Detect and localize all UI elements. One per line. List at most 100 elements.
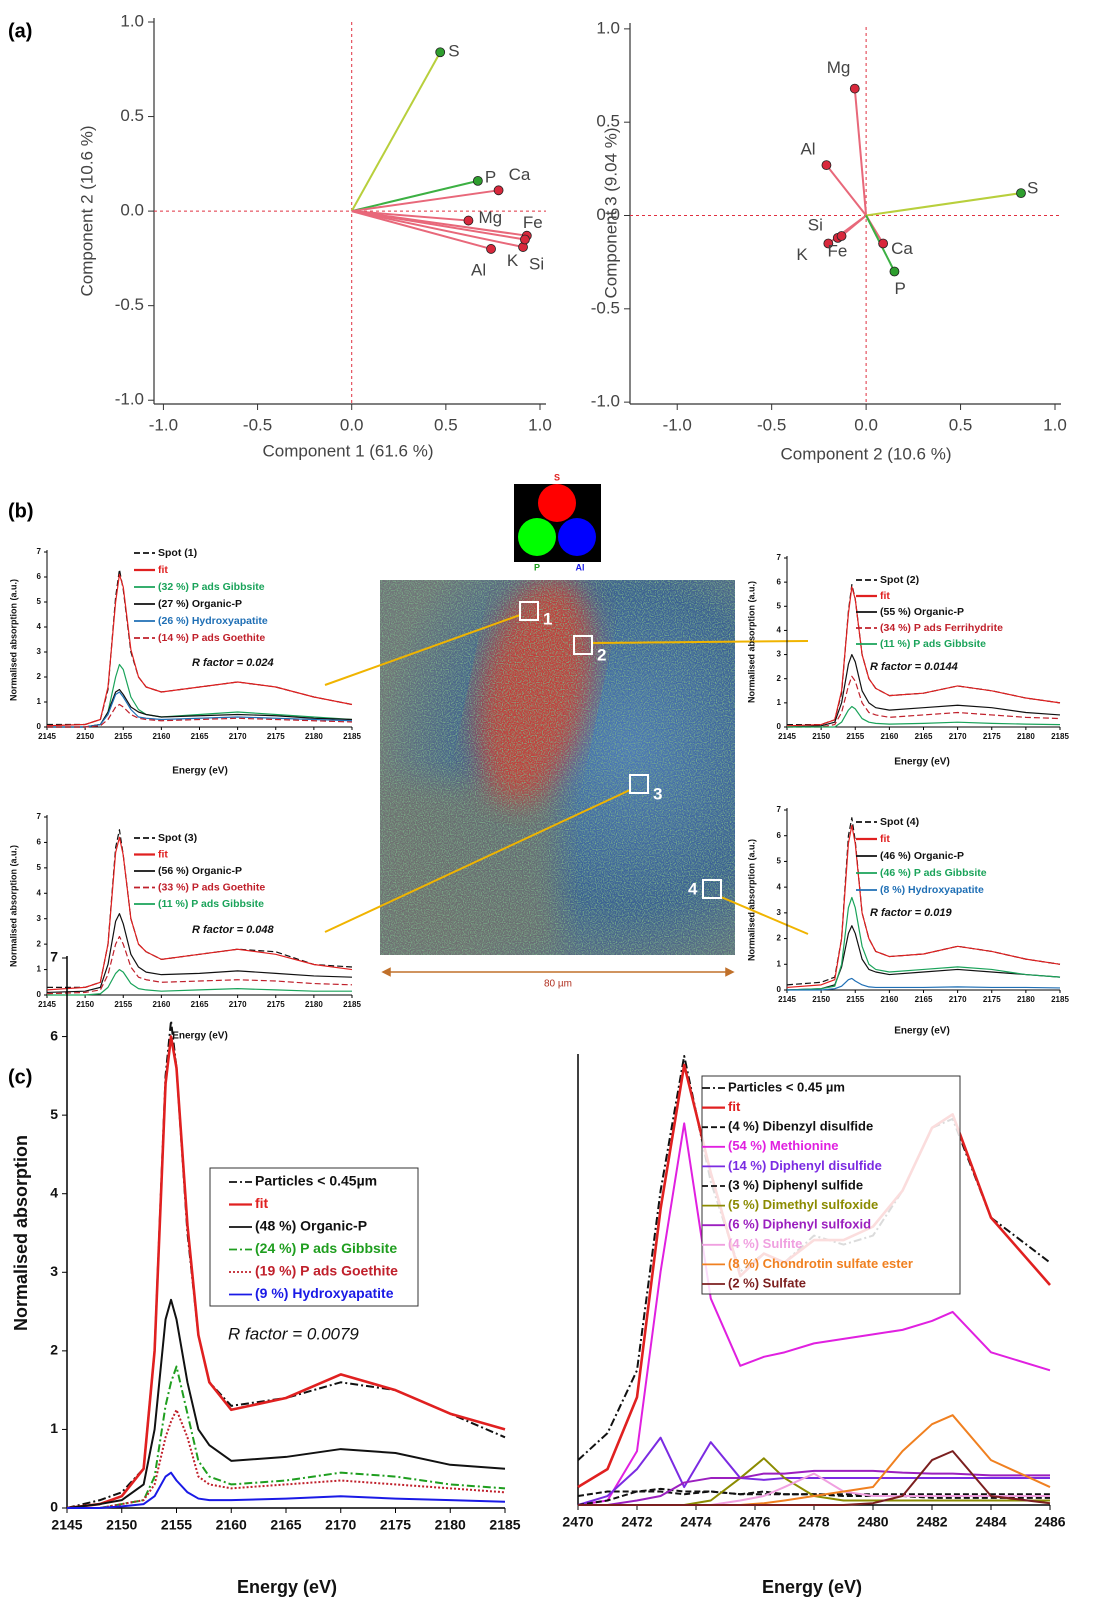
x-tick-label: 2476 <box>739 1514 770 1530</box>
point-label: K <box>507 251 519 270</box>
point-label: Mg <box>478 208 502 227</box>
loading-point <box>889 266 900 277</box>
point-label: Si <box>529 255 544 274</box>
x-tick-label: 2482 <box>916 1514 947 1530</box>
y-axis-label: Component 3 (9.04 %) <box>601 127 620 298</box>
y-tick-label: 2 <box>777 934 782 943</box>
point-label: S <box>448 42 459 61</box>
line-chart: 2145 2150 2155 2160 2165 2170 2175 2180 2185 0 1 2 3… <box>11 949 521 1597</box>
legend-label: fit <box>880 590 890 602</box>
x-tick-label: 2470 <box>562 1514 593 1530</box>
map-noise <box>380 580 735 955</box>
y-tick-label: 7 <box>777 805 782 814</box>
x-tick-label: 2155 <box>846 732 864 741</box>
y-tick-label: 6 <box>50 1027 58 1043</box>
legend-label: (27 %) Organic-P <box>158 598 242 610</box>
y-axis-label: Normalised absorption (a.u.) <box>8 845 18 967</box>
y-tick-label: 6 <box>777 577 782 586</box>
x-tick-label: -1.0 <box>663 415 692 434</box>
x-tick-label: 2160 <box>880 995 898 1004</box>
x-tick-label: 2175 <box>267 1000 285 1009</box>
legend-label: (56 %) Organic-P <box>158 865 242 877</box>
series-line <box>47 968 352 996</box>
series-line <box>787 977 1061 991</box>
y-tick-label: 6 <box>37 838 42 847</box>
x-tick-label: 2486 <box>1034 1514 1065 1530</box>
spot-box <box>629 774 649 794</box>
y-tick-label: 3 <box>37 647 42 656</box>
loading-vector <box>351 210 492 250</box>
series-line <box>47 703 353 728</box>
x-tick-label: 2175 <box>267 732 285 741</box>
legend-label: (34 %) P ads Ferrihydrite <box>880 622 1003 634</box>
y-tick-label: 3 <box>777 650 782 659</box>
legend-label: (14 %) Diphenyl disulfide <box>728 1158 882 1173</box>
loading-vector <box>865 192 1022 217</box>
y-tick-label: 5 <box>50 1106 58 1122</box>
legend-label: (11 %) P ads Gibbsite <box>158 898 264 910</box>
y-tick-label: 4 <box>37 622 42 631</box>
annotation: R factor = 0.0079 <box>228 1324 359 1343</box>
x-tick-label: 2155 <box>846 995 864 1004</box>
y-tick-label: 4 <box>37 888 42 897</box>
x-tick-label: 2145 <box>778 995 796 1004</box>
y-axis-label: Normalised absorption <box>11 1135 31 1331</box>
panel-label: (b) <box>8 500 34 522</box>
series-line <box>578 1450 1051 1506</box>
y-tick-label: 7 <box>37 547 42 556</box>
rgb-label: Al <box>576 562 585 572</box>
spot-box <box>519 601 539 621</box>
x-tick-label: 1.0 <box>1043 415 1067 434</box>
x-tick-label: 2180 <box>1017 732 1035 741</box>
spot-label: 2 <box>597 645 606 664</box>
series-line <box>46 935 353 995</box>
connector <box>324 789 631 933</box>
panel-label: (a) <box>8 20 32 42</box>
point-label: Si <box>808 215 823 234</box>
x-tick-label: 2150 <box>812 995 830 1004</box>
y-tick-label: 0.5 <box>596 112 620 131</box>
line-chart: 2470 2472 2474 2476 2478 2480 2482 2484 2486 Part… <box>562 1054 1066 1597</box>
x-tick-label: 2165 <box>915 732 933 741</box>
x-tick-label: 2170 <box>325 1517 356 1533</box>
loading-vector <box>351 210 524 249</box>
y-tick-label: 0 <box>37 990 42 999</box>
point-label: Ca <box>509 165 531 184</box>
loading-point <box>849 83 860 94</box>
y-tick-label: 1.0 <box>120 11 144 30</box>
loading-point <box>435 47 446 58</box>
legend-label: (8 %) Chondrotin sulfate ester <box>728 1256 913 1271</box>
spot-label: 1 <box>543 609 552 628</box>
legend-label: (33 %) P ads Goethite <box>158 881 265 893</box>
x-tick-label: 2480 <box>857 1514 888 1530</box>
series-line <box>66 1298 506 1509</box>
y-tick-label: 4 <box>50 1184 58 1200</box>
legend-label: (2 %) Sulfate <box>728 1275 806 1290</box>
legend-label: (11 %) P ads Gibbsite <box>880 638 986 650</box>
spot-box <box>702 879 722 899</box>
legend-label: (4 %) Dibenzyl disulfide <box>728 1119 873 1134</box>
legend-label: (26 %) Hydroxyapatite <box>158 615 268 627</box>
annotation: R factor = 0.048 <box>192 924 275 936</box>
legend-label: Spot (1) <box>158 547 197 559</box>
series-line <box>46 836 353 991</box>
x-axis-label: Energy (eV) <box>172 766 228 777</box>
point-label: Fe <box>523 213 543 232</box>
x-axis-label: Energy (eV) <box>894 1026 950 1037</box>
loading-vector <box>351 210 469 222</box>
series-line <box>786 586 1061 727</box>
series-line <box>578 1469 1050 1506</box>
y-tick-label: 2 <box>777 674 782 683</box>
x-tick-label: 0.0 <box>340 415 364 434</box>
y-tick-label: 1 <box>50 1420 58 1436</box>
legend-label: (46 %) P ads Gibbsite <box>880 867 987 879</box>
x-tick-label: -1.0 <box>149 415 178 434</box>
series-line <box>66 1035 506 1510</box>
legend-label: Spot (2) <box>880 574 919 586</box>
x-tick-label: 2165 <box>270 1517 301 1533</box>
connectors <box>324 614 809 935</box>
y-tick-label: 2 <box>37 672 42 681</box>
y-tick-label: 0 <box>37 722 42 731</box>
connector <box>720 896 809 935</box>
